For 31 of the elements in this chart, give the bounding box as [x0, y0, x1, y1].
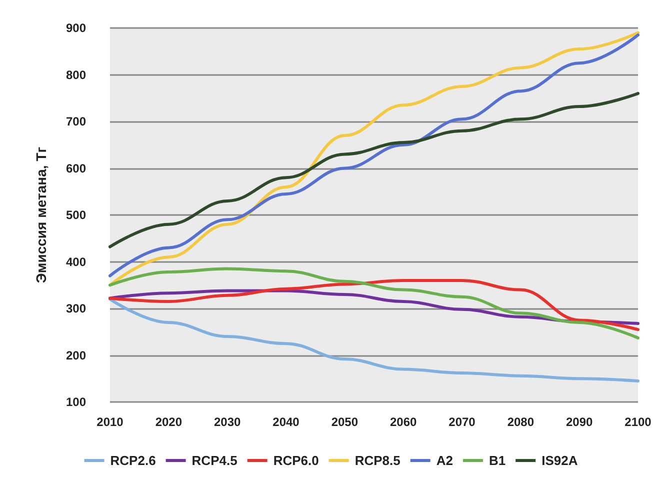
- legend-label: B1: [488, 453, 506, 468]
- y-tick-label: 900: [66, 21, 86, 35]
- y-tick-label: 700: [66, 114, 86, 128]
- x-tick-label: 2060: [390, 415, 418, 429]
- y-tick-label: 200: [66, 348, 86, 362]
- y-tick-label: 600: [66, 161, 86, 176]
- x-tick-label: 2030: [214, 415, 242, 429]
- y-tick-label: 800: [66, 68, 86, 82]
- legend-label: A2: [436, 453, 453, 468]
- x-tick-label: 2100: [624, 415, 652, 429]
- y-tick-label: 400: [66, 254, 86, 269]
- x-tick-label: 2040: [272, 415, 300, 429]
- x-tick-label: 2070: [448, 415, 476, 429]
- x-tick-label: 2010: [96, 415, 124, 429]
- y-axis-title: Эмиссия метана, Тг: [33, 146, 49, 284]
- line-series: [108, 267, 640, 340]
- y-tick-label: 500: [66, 208, 86, 222]
- legend-label: RCP4.5: [192, 453, 238, 468]
- x-tick-label: 2020: [155, 415, 182, 429]
- x-tick-label: 2050: [331, 415, 358, 429]
- legend-label: RCP2.6: [110, 453, 156, 468]
- y-tick-label: 300: [66, 302, 86, 316]
- line-series: [108, 278, 640, 332]
- x-tick-label: 2090: [566, 415, 594, 429]
- line-series: [108, 92, 640, 248]
- legend-label: RCP8.5: [354, 453, 400, 468]
- legend-label: RCP6.0: [273, 453, 319, 468]
- line-series: [108, 298, 640, 382]
- x-tick-label: 2080: [507, 415, 534, 429]
- y-tick-label: 100: [66, 395, 86, 409]
- legend-label: IS92A: [542, 453, 578, 468]
